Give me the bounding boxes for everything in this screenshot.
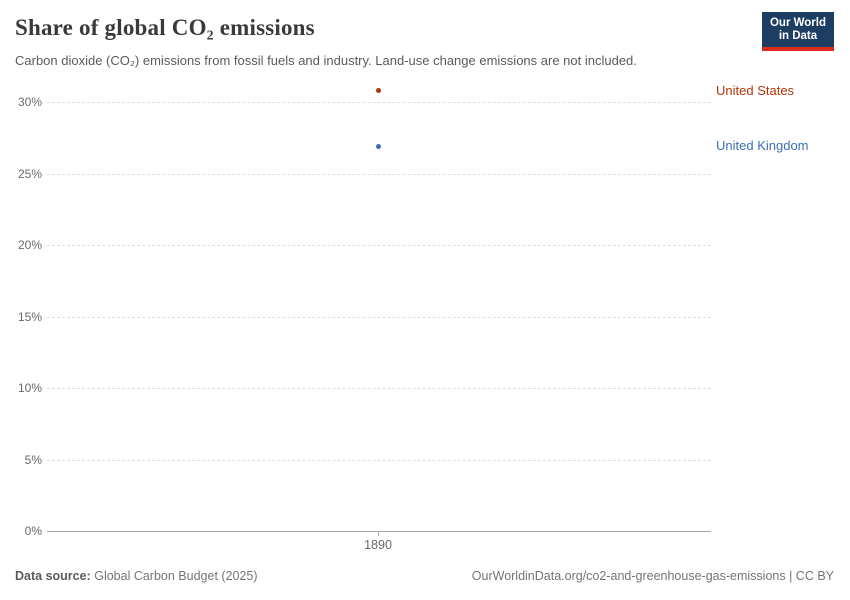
data-point-united-states[interactable] [375,88,381,94]
x-axis-line [47,531,711,532]
chart-subtitle: Carbon dioxide (CO₂) emissions from foss… [15,53,637,68]
owid-logo-line1: Our World [769,17,826,29]
gridline-30% [47,102,711,103]
y-tick-label-0%: 0% [24,524,42,538]
y-tick-label-5%: 5% [24,452,42,467]
entity-label-united-states[interactable]: United States [716,82,795,98]
chart-title: Share of global CO₂ emissions [15,15,315,40]
entity-label-united-kingdom[interactable]: United Kingdom [716,138,809,154]
x-tick-label-year: 1890 [364,538,392,552]
gridline-5% [47,459,711,461]
y-tick-label-20%: 20% [17,238,42,252]
x-tick-mark [377,531,379,536]
owid-logo-line2: in Data [778,30,818,42]
data-source-label: Data source: [15,569,91,583]
owid-url-license[interactable]: OurWorldinData.org/co2-and-greenhouse-ga… [471,569,834,583]
gridline-10% [47,388,711,389]
owid-logo: Our World in Data [761,12,834,51]
data-source-value[interactable]: Global Carbon Budget (2025) [94,569,258,583]
y-tick-label-15%: 15% [17,309,42,324]
data-source-line: Data source: Global Carbon Budget (2025) [15,569,258,583]
y-tick-label-10%: 10% [17,381,42,395]
gridline-25% [47,173,711,175]
gridline-20% [47,245,711,246]
y-tick-label-30%: 30% [17,95,42,109]
gridline-15% [47,316,711,318]
y-tick-label-25%: 25% [17,166,42,181]
data-point-united-kingdom[interactable] [375,143,381,149]
